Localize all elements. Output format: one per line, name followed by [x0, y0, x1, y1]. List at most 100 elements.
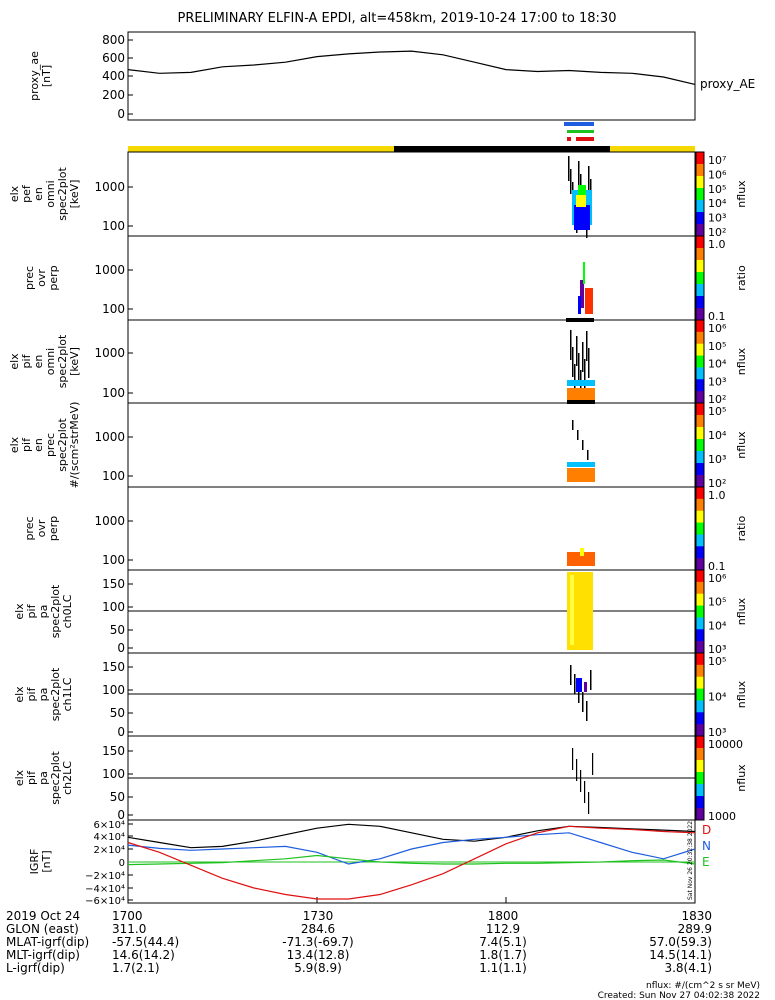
colorbar-tick: 10⁶ [708, 322, 727, 335]
x-row-value: 1730 [303, 909, 334, 923]
ylabel-p7: spec2plot [49, 667, 62, 721]
colorbar-band [696, 570, 704, 583]
spectrogram-marks [566, 156, 595, 814]
colorbar-band [696, 320, 704, 333]
ylabel-p3: pif [20, 353, 33, 368]
x-row-label: MLAT-igrf(dip) [6, 935, 89, 949]
colorbar-band [696, 581, 704, 595]
colorbar-tick: 10⁵ [708, 405, 726, 418]
colorbar-band [696, 343, 704, 357]
x-row-label: GLON (east) [6, 922, 79, 936]
x-row-value: 289.9 [678, 922, 712, 936]
colorbar-tick: 0.1 [708, 310, 726, 323]
colorbar-tick: 10³ [708, 453, 726, 466]
colorbar-band [696, 403, 704, 416]
ylabel-p5: perp [47, 516, 60, 541]
colorbar-band [696, 427, 704, 440]
colorbar-band [696, 558, 704, 571]
colorbar-band [696, 260, 704, 273]
p3-cell [582, 342, 584, 372]
p7-cell [590, 670, 592, 690]
proxy-ae-line [127, 50, 696, 85]
colorbar-p8: 10000 1000 nflux [695, 735, 748, 823]
ylabel-p4: pif [20, 437, 33, 452]
colorbar-band [696, 308, 704, 321]
p7-cell [586, 701, 588, 721]
igrf-legend-E: E [702, 855, 710, 869]
colorbar-tick: 1000 [708, 810, 736, 823]
colorbar-band [696, 355, 704, 368]
colorbar-p7: 10⁵ 10⁴ 10³ nflux [695, 652, 748, 739]
p2-cell [583, 262, 585, 284]
x-row-label: L-igrf(dip) [6, 961, 65, 975]
colorbar-band [696, 760, 704, 773]
ylabel-ae: proxy_ae [28, 51, 41, 101]
colorbar-tick: 10000 [708, 738, 743, 751]
colorbar-band [696, 200, 704, 213]
colorbar-band [696, 164, 704, 177]
ytick-label-p7: 0 [117, 725, 125, 739]
x-row-value: 57.0(59.3) [649, 935, 712, 949]
ylabel-igrf: IGRF [28, 849, 41, 875]
colorbar-tick: 0.1 [708, 560, 726, 573]
ylabel-p8: spec2plot [49, 751, 62, 805]
ylabel-p6: pif [25, 603, 38, 618]
colorbar-band [696, 487, 704, 500]
ytick-label-ae: 400 [102, 69, 125, 83]
ytick-label-p6: 100 [102, 600, 125, 614]
p4-cell [577, 430, 579, 440]
colorbar-band [696, 272, 704, 285]
ylabel-p2: ovr [35, 269, 48, 287]
colorbar-tick: 10⁴ [708, 358, 727, 371]
panel-frame-p5 [127, 486, 696, 571]
created-footnote: Created: Sun Nov 27 04:02:38 2022 [598, 991, 760, 1000]
igrf-legend-D: D [702, 823, 711, 837]
colorbar-tick: 10³ [708, 726, 726, 739]
ytick-label-p3: 100 [102, 386, 125, 400]
colorbar-band [696, 593, 704, 607]
ylabel-ae: [nT] [40, 65, 53, 87]
p7-cell [574, 674, 576, 694]
p7-cell [576, 678, 582, 692]
p4-cell [582, 440, 584, 450]
ylabel-p1: pef [20, 184, 33, 203]
units-footnote: nflux: #/(cm^2 s sr MeV) [646, 981, 760, 991]
ylabel-p3: omni [44, 348, 57, 375]
p8-cell [584, 781, 586, 803]
colorbar-band [696, 224, 704, 237]
ylabel-p5: prec [23, 516, 36, 540]
igrf-n-line [127, 832, 696, 865]
colorbar-band [696, 641, 704, 654]
p8-cell [576, 759, 578, 781]
p8-cell [572, 748, 574, 770]
ytick-label-igrf: −6×10⁴ [85, 896, 125, 907]
p3-cell [578, 353, 580, 383]
colorbar-band [696, 534, 704, 547]
p8-cell [592, 753, 594, 775]
p1-cell [578, 185, 586, 195]
p7-cell [578, 683, 580, 703]
igrf-total-line [127, 823, 696, 849]
p4-cell [572, 420, 574, 430]
x-row-value: 1.7(2.1) [112, 961, 160, 975]
p3-cell [576, 336, 578, 366]
p3-cell [567, 380, 595, 386]
colorbar-tick: 10⁶ [708, 572, 727, 585]
status-flag-red-b [576, 137, 594, 141]
ylabel-p3: [keV] [68, 347, 81, 376]
colorbar-band [696, 367, 704, 380]
colorbar-tick: 10⁵ [708, 340, 726, 353]
status-bar-black [394, 146, 610, 152]
ytick-label-p7: 100 [102, 683, 125, 697]
p3-cell [588, 348, 590, 378]
p8-cell [580, 770, 582, 792]
igrf-e-line [127, 854, 696, 866]
x-row-value: 1800 [488, 909, 519, 923]
ytick-label-p4: 100 [102, 469, 125, 483]
colorbar-band [696, 712, 704, 725]
colorbar-band [696, 463, 704, 476]
colorbar-tick: 10³ [708, 212, 726, 225]
colorbar-label: nflux [735, 597, 748, 625]
panel-frames [127, 31, 696, 904]
